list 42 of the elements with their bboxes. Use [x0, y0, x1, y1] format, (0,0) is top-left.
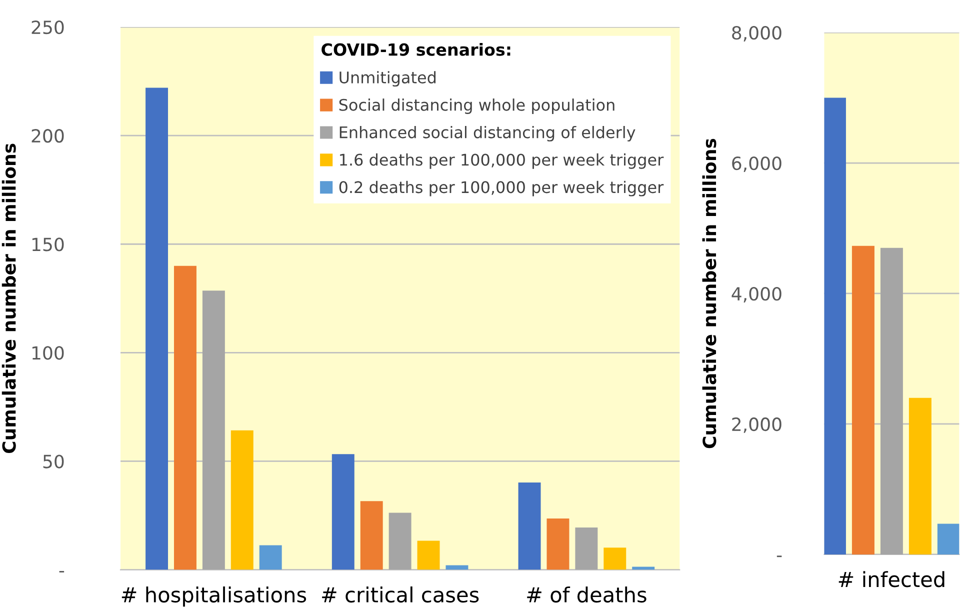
- y-tick-label: 250: [32, 20, 64, 34]
- bar: [417, 540, 440, 570]
- bar: [937, 524, 960, 554]
- bar: [202, 290, 225, 570]
- y-tick-label: 200: [32, 129, 64, 143]
- bar: [908, 398, 932, 554]
- bar: [824, 98, 846, 554]
- legend-label: 1.6 deaths per 100,000 per week trigger: [340, 153, 664, 169]
- y-tick-label: 8,000: [732, 26, 782, 42]
- legend-label: Unmitigated: [340, 71, 436, 87]
- y-tick-label: 50: [43, 454, 64, 468]
- bar: [259, 545, 282, 570]
- legend-label: Social distancing whole population: [339, 98, 614, 114]
- legend-title: COVID-19 scenarios:: [322, 42, 510, 56]
- y-tick-label: 4,000: [732, 286, 782, 302]
- y-tick-label: 2,000: [732, 417, 782, 433]
- bar: [174, 266, 196, 570]
- bar: [146, 88, 168, 570]
- bar: [880, 248, 903, 554]
- bar: [604, 548, 626, 570]
- y-tick-label: -: [776, 556, 782, 558]
- legend-label: 0.2 deaths per 100,000 per week trigger: [339, 180, 664, 196]
- y-axis-title: Cumulative number in millions: [2, 144, 16, 454]
- bar: [852, 246, 874, 554]
- bar: [546, 518, 570, 570]
- x-tick-label: # critical cases: [322, 586, 479, 603]
- y-tick-label: -: [59, 570, 64, 572]
- bar: [575, 527, 598, 570]
- y-tick-label: 100: [32, 346, 64, 360]
- x-tick-label: # of deaths: [527, 586, 646, 603]
- y-tick-label: 6,000: [732, 156, 782, 172]
- y-tick-label: 150: [32, 238, 64, 252]
- bar: [360, 501, 383, 570]
- x-tick-label: # infected: [838, 571, 944, 588]
- legend-label: Enhanced social distancing of elderly: [340, 126, 636, 142]
- bar: [446, 565, 468, 570]
- x-tick-label: # hospitalisations: [122, 586, 306, 607]
- bar: [518, 482, 541, 570]
- bar: [230, 430, 254, 570]
- bar: [332, 454, 354, 570]
- bar: [388, 512, 412, 570]
- y-axis-title: Cumulative number in millions: [702, 138, 716, 448]
